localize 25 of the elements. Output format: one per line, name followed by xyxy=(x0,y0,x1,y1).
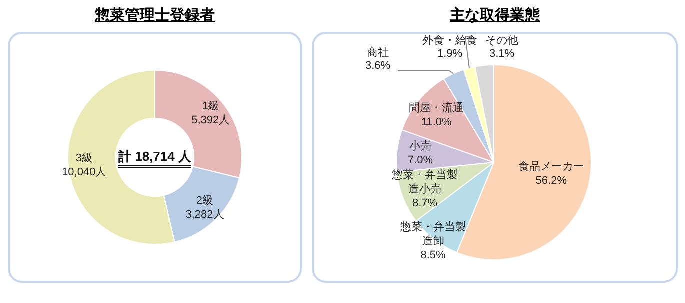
chart-title: 主な取得業態 xyxy=(449,6,541,25)
slice-label: 小売 xyxy=(409,140,432,153)
chart-title: 惣菜管理士登録者 xyxy=(94,6,216,25)
slice-label: 惣菜・弁当製造卸 xyxy=(399,220,466,248)
data-label: 8.5% xyxy=(420,249,446,262)
slice-label: 食品メーカー xyxy=(518,160,584,173)
data-label: 3.6% xyxy=(365,60,391,72)
data-label: 7.0% xyxy=(408,154,434,167)
text: 計 18,714 人 xyxy=(118,149,192,164)
data-label: 1.9% xyxy=(437,48,463,60)
slice-label: 惣菜・弁当製造小売 xyxy=(391,168,458,196)
data-label: 5,392人 xyxy=(192,114,230,127)
slice-label: その他 xyxy=(486,35,518,48)
slice-label: 商社 xyxy=(367,46,389,60)
slice-label: 1級 xyxy=(202,100,220,113)
data-label: 10,040人 xyxy=(62,166,107,179)
data-label: 11.0% xyxy=(421,116,452,129)
slice-label: 2級 xyxy=(196,195,214,208)
slice-label: 問屋・流通 xyxy=(409,102,464,115)
data-label: 8.7% xyxy=(412,198,438,210)
data-label: 3,282人 xyxy=(186,209,224,222)
slice-label: 3級 xyxy=(76,152,93,165)
data-label: 56.2% xyxy=(536,174,568,187)
slice-label: 外食・給食 xyxy=(422,35,478,48)
data-label: 3.1% xyxy=(489,48,515,60)
